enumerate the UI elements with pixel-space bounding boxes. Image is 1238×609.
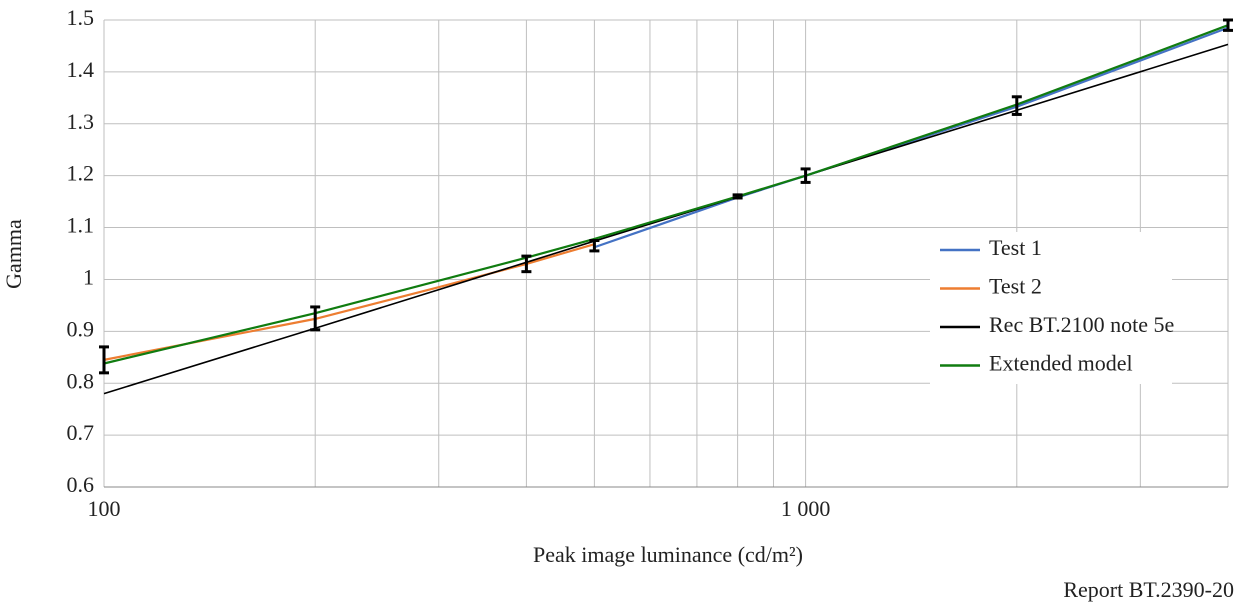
legend-label: Extended model [989,351,1133,376]
y-tick-label: 1 [83,264,94,289]
x-axis-label: Peak image luminance (cd/m²) [533,542,803,567]
series-line [103,243,595,361]
error-bar [1223,18,1233,32]
error-bar [732,193,743,200]
error-bar [310,305,321,332]
error-bar [1011,95,1022,116]
legend-label: Test 1 [989,235,1042,260]
y-tick-label: 1.2 [67,161,95,186]
x-tick-label: 100 [88,496,121,521]
y-tick-label: 1.1 [67,213,95,238]
error-bar [521,254,532,274]
series-line [103,24,1229,365]
x-tick-label: 1 000 [781,496,831,521]
y-tick-label: 0.6 [67,472,95,497]
error-bar [99,345,109,375]
y-tick-label: 1.4 [67,57,95,82]
legend: Test 1 Test 2 Rec BT.2100 note 5e Extended … [930,232,1174,384]
source-note: Report BT.2390-20 [1063,577,1234,602]
error-bar [800,167,811,184]
legend-box [930,232,1172,384]
series-line [103,43,1229,395]
y-tick-label: 1.5 [67,5,95,30]
legend-label: Rec BT.2100 note 5e [989,312,1174,337]
legend-label: Test 2 [989,274,1042,299]
y-tick-label: 0.7 [67,420,95,445]
y-tick-label: 1.3 [67,109,95,134]
error-bar [589,239,600,253]
y-tick-label: 0.9 [67,316,95,341]
y-axis-label: Gamma [1,219,26,289]
y-tick-label: 0.8 [67,368,95,393]
